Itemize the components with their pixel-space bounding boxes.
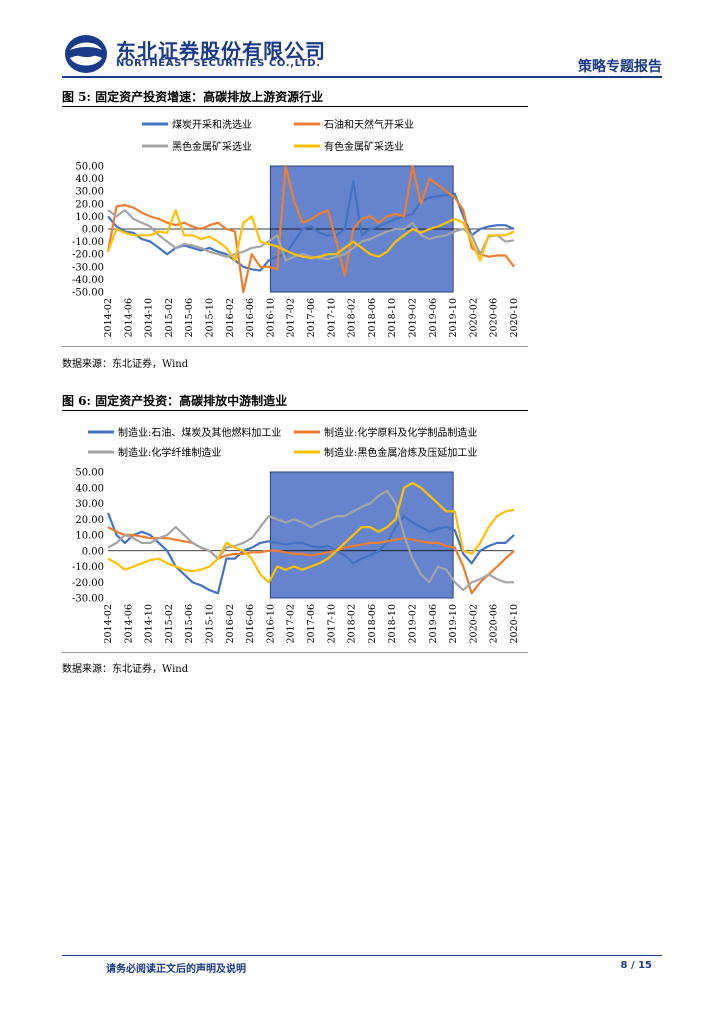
legend-label: 煤炭开采和洗选业 bbox=[172, 118, 252, 131]
x-tick-label: 2016-10 bbox=[265, 298, 276, 337]
x-tick-label: 2017-02 bbox=[286, 604, 297, 643]
company-logo-icon bbox=[65, 35, 107, 73]
y-tick-label: -10.00 bbox=[72, 237, 104, 248]
series-line-3 bbox=[107, 481, 515, 584]
x-tick-label: 2020-06 bbox=[489, 604, 500, 643]
figure5-source: 数据来源：东北证券，Wind bbox=[62, 359, 189, 370]
x-tick-label: 2017-10 bbox=[326, 298, 337, 337]
figure5-source-rule bbox=[62, 346, 528, 347]
y-tick-label: -50.00 bbox=[72, 288, 104, 299]
y-tick-label: -20.00 bbox=[72, 250, 104, 261]
x-tick-label: 2015-02 bbox=[164, 298, 175, 337]
x-tick-label: 2020-10 bbox=[509, 604, 520, 643]
legend-label: 石油和天然气开采业 bbox=[324, 118, 414, 131]
figure6-chart: 50.00 40.00 30.00 20.00 10.00 0.00 -10.00 -20.0… bbox=[72, 426, 520, 643]
x-tick-label: 2015-02 bbox=[164, 604, 175, 643]
figure5-rule bbox=[62, 106, 528, 107]
y-tick-label: 0.00 bbox=[82, 546, 104, 557]
y-tick-label: -10.00 bbox=[72, 562, 104, 573]
x-tick-label: 2017-06 bbox=[306, 298, 317, 337]
company-name-en: NORTHEAST SECURITIES CO.,LTD. bbox=[116, 58, 321, 69]
x-tick-label: 2019-06 bbox=[428, 604, 439, 643]
y-tick-label: 40.00 bbox=[75, 483, 104, 494]
x-tick-label: 2015-06 bbox=[184, 604, 195, 643]
footer-rule bbox=[62, 955, 662, 956]
y-tick-label: 20.00 bbox=[75, 199, 104, 210]
y-tick-label: 50.00 bbox=[75, 468, 104, 479]
figure6-source-rule bbox=[62, 652, 528, 653]
x-tick-label: 2016-02 bbox=[225, 298, 236, 337]
legend-label: 制造业:黑色金属冶炼及压延加工业 bbox=[324, 446, 477, 459]
series-line-1 bbox=[107, 526, 515, 595]
x-tick-label: 2014-10 bbox=[144, 604, 155, 643]
y-tick-label: 30.00 bbox=[75, 499, 104, 510]
x-tick-label: 2015-10 bbox=[205, 298, 216, 337]
x-tick-label: 2015-06 bbox=[184, 298, 195, 337]
page-number: 8 / 15 bbox=[620, 960, 653, 971]
company-name-cn: 东北证券股份有限公司 bbox=[116, 39, 326, 63]
x-tick-label: 2019-10 bbox=[448, 604, 459, 643]
figure6-title: 图 6: 固定资产投资：高碳排放中游制造业 bbox=[62, 394, 288, 408]
x-tick-label: 2020-06 bbox=[489, 298, 500, 337]
y-tick-label: 10.00 bbox=[75, 531, 104, 542]
y-tick-label: 0.00 bbox=[82, 225, 104, 236]
x-tick-label: 2016-02 bbox=[225, 604, 236, 643]
figure5-title: 图 5: 固定资产投资增速：高碳排放上游资源行业 bbox=[62, 90, 324, 104]
x-tick-label: 2020-02 bbox=[468, 298, 479, 337]
legend-label: 有色金属矿采选业 bbox=[324, 140, 404, 153]
x-tick-label: 2016-06 bbox=[245, 604, 256, 643]
x-tick-label: 2017-10 bbox=[326, 604, 337, 643]
x-tick-label: 2018-02 bbox=[347, 604, 358, 643]
x-tick-label: 2014-10 bbox=[144, 298, 155, 337]
x-tick-label: 2018-10 bbox=[387, 298, 398, 337]
x-tick-label: 2016-10 bbox=[265, 604, 276, 643]
x-tick-label: 2014-02 bbox=[103, 298, 114, 337]
series-line-1 bbox=[106, 164, 515, 294]
figure6-source: 数据来源：东北证券，Wind bbox=[62, 664, 189, 675]
y-tick-label: 40.00 bbox=[75, 174, 104, 185]
x-tick-label: 2020-02 bbox=[468, 604, 479, 643]
y-tick-label: -30.00 bbox=[72, 594, 104, 605]
x-tick-label: 2016-06 bbox=[245, 298, 256, 337]
report-type: 策略专题报告 bbox=[578, 59, 662, 75]
y-tick-label: 20.00 bbox=[75, 515, 104, 526]
y-tick-label: -20.00 bbox=[72, 578, 104, 589]
footer-disclaimer: 请务必阅读正文后的声明及说明 bbox=[106, 964, 246, 975]
figure6-rule bbox=[62, 410, 528, 411]
x-tick-label: 2018-06 bbox=[367, 604, 378, 643]
x-tick-label: 2014-06 bbox=[123, 298, 134, 337]
x-tick-label: 2017-06 bbox=[306, 604, 317, 643]
y-tick-label: 30.00 bbox=[75, 187, 104, 198]
header-rule bbox=[62, 76, 662, 78]
x-tick-label: 2019-02 bbox=[408, 298, 419, 337]
y-tick-label: -40.00 bbox=[72, 275, 104, 286]
series-line-2 bbox=[107, 208, 515, 262]
x-tick-label: 2019-02 bbox=[408, 604, 419, 643]
y-tick-label: -30.00 bbox=[72, 262, 104, 273]
x-tick-label: 2020-10 bbox=[509, 298, 520, 337]
y-tick-label: 50.00 bbox=[75, 162, 104, 173]
x-tick-label: 2017-02 bbox=[286, 298, 297, 337]
series-line-2 bbox=[107, 489, 514, 592]
x-tick-label: 2018-10 bbox=[387, 604, 398, 643]
x-tick-label: 2019-10 bbox=[448, 298, 459, 337]
x-tick-label: 2018-02 bbox=[347, 298, 358, 337]
legend-label: 制造业:化学纤维制造业 bbox=[118, 446, 221, 459]
x-tick-label: 2015-10 bbox=[205, 604, 216, 643]
series-line-3 bbox=[106, 208, 515, 262]
x-tick-label: 2014-06 bbox=[123, 604, 134, 643]
legend-label: 制造业:石油、煤炭及其他燃料加工业 bbox=[118, 426, 281, 439]
x-tick-label: 2018-06 bbox=[367, 298, 378, 337]
y-tick-label: 10.00 bbox=[75, 212, 104, 223]
legend-label: 制造业:化学原料及化学制品制造业 bbox=[324, 426, 477, 439]
x-tick-label: 2019-06 bbox=[428, 298, 439, 337]
x-tick-label: 2014-02 bbox=[103, 604, 114, 643]
legend-label: 黑色金属矿采选业 bbox=[172, 140, 252, 153]
